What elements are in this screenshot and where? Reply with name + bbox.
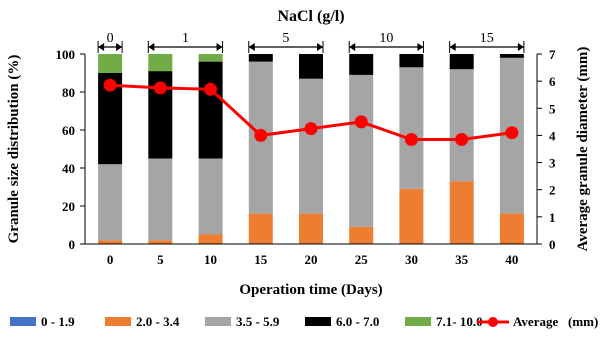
y-tick-label: 80 <box>62 85 75 100</box>
chart-title: NaCl (g/l) <box>277 8 344 25</box>
salt-period-label: 15 <box>480 31 494 46</box>
y-tick-label: 20 <box>62 199 75 214</box>
bar-segment-1-5 <box>349 226 374 244</box>
bar-segment-2-5 <box>349 74 374 227</box>
salt-period-arrowhead <box>148 43 155 51</box>
legend-label: 6.0 - 7.0 <box>336 314 379 329</box>
salt-period-label: 5 <box>282 31 289 46</box>
salt-period-arrowhead <box>317 43 323 51</box>
bar-segment-4-2 <box>198 54 223 62</box>
x-tick-label: 15 <box>254 252 268 267</box>
average-point <box>204 82 218 96</box>
y2-tick-label: 4 <box>549 128 556 143</box>
bar-segment-1-2 <box>198 234 223 244</box>
bar-segment-3-2 <box>198 61 223 159</box>
y2-tick-label: 7 <box>549 47 556 62</box>
x-tick-label: 0 <box>107 252 114 267</box>
y-tick-label: 0 <box>69 237 76 252</box>
average-line <box>103 78 519 146</box>
x-tick-label: 40 <box>505 252 518 267</box>
legend-swatch <box>405 317 431 326</box>
legend-line-marker <box>488 317 498 327</box>
bar-segment-3-7 <box>449 54 474 70</box>
bar-segment-2-0 <box>98 164 123 241</box>
bar-segment-3-6 <box>399 54 424 68</box>
average-point <box>153 81 167 95</box>
y2-tick-label: 2 <box>549 183 556 198</box>
salt-period-label: 10 <box>379 31 393 46</box>
bar-segment-1-7 <box>449 181 474 244</box>
bar-segment-1-6 <box>399 188 424 244</box>
y2-tick-label: 3 <box>549 156 556 171</box>
legend-label: 2.0 - 3.4 <box>136 314 180 329</box>
y2-axis-title: Average granule diameter (mm) <box>575 47 591 252</box>
average-point <box>103 78 117 92</box>
salt-period-arrowhead <box>417 43 424 51</box>
legend-label: 0 - 1.9 <box>41 314 75 329</box>
salt-period-arrowhead <box>216 43 223 51</box>
bar-segment-2-7 <box>449 69 474 182</box>
salt-period-label: 0 <box>107 31 114 46</box>
x-tick-label: 35 <box>455 252 469 267</box>
bar-segment-1-3 <box>248 213 273 244</box>
x-tick-label: 30 <box>405 252 418 267</box>
salt-period-arrowhead <box>116 43 123 51</box>
y-tick-label: 60 <box>62 123 75 138</box>
axes <box>84 54 538 245</box>
bar-segment-1-0 <box>98 240 123 244</box>
salt-period-arrowhead <box>349 43 356 51</box>
average-point <box>304 122 318 136</box>
bars <box>98 54 524 244</box>
bar-segment-3-8 <box>499 54 524 58</box>
legend-label-average: Average <box>513 314 558 329</box>
y-axis-title: Granule size distribution (%) <box>6 55 22 244</box>
salt-period-arrowhead <box>449 43 456 51</box>
salt-period-arrowhead <box>98 43 105 51</box>
bar-segment-3-3 <box>248 54 273 62</box>
average-point <box>505 126 519 140</box>
average-point <box>254 128 268 142</box>
y2-tick-label: 0 <box>549 237 556 252</box>
legend-swatch <box>305 317 331 326</box>
bar-segment-1-4 <box>299 213 323 244</box>
x-tick-label: 25 <box>355 252 369 267</box>
bar-segment-4-1 <box>148 54 173 72</box>
bar-segment-4-0 <box>98 54 123 73</box>
x-tick-label: 20 <box>305 252 318 267</box>
y2-tick-label: 1 <box>549 210 556 225</box>
bar-segment-3-5 <box>349 54 374 75</box>
legend: 0 - 1.9 2.0 - 3.4 3.5 - 5.9 6.0 - 7.0 7.1- 1… <box>10 314 598 329</box>
bar-segment-2-4 <box>299 78 323 214</box>
bar-segment-1-8 <box>499 213 524 244</box>
average-point <box>404 133 418 146</box>
y-tick-label: 100 <box>56 47 76 62</box>
x-tick-label: 10 <box>204 252 217 267</box>
legend-swatch <box>10 317 36 326</box>
bar-segment-2-6 <box>399 67 424 189</box>
legend-label: 3.5 - 5.9 <box>236 314 280 329</box>
legend-label: 7.1- 10.0 <box>436 314 483 329</box>
bar-segment-2-2 <box>198 158 223 235</box>
x-tick-label: 5 <box>157 252 164 267</box>
y2-tick-label: 6 <box>549 74 556 89</box>
average-point <box>455 133 469 146</box>
legend-label-unit: (mm) <box>568 314 598 329</box>
y-tick-label: 40 <box>62 161 75 176</box>
salt-period-arrowhead <box>248 43 255 51</box>
legend-swatch <box>105 317 131 326</box>
y2-tick-label: 5 <box>549 101 556 116</box>
x-axis-title: Operation time (Days) <box>239 282 382 298</box>
salt-period-label: 1 <box>182 31 189 46</box>
bar-segment-3-4 <box>299 54 323 79</box>
bar-segment-2-1 <box>148 158 173 241</box>
salt-periods: 0 1 5 10 15 <box>97 31 525 53</box>
bar-segment-1-1 <box>148 240 173 244</box>
salt-period-arrowhead <box>517 43 524 51</box>
average-point <box>354 115 368 129</box>
tick-labels: 0 20 40 60 80 100 0 1 2 3 4 5 6 7 0 5 10 15 20 25 30 35 40 <box>56 47 557 267</box>
legend-swatch <box>205 317 231 326</box>
